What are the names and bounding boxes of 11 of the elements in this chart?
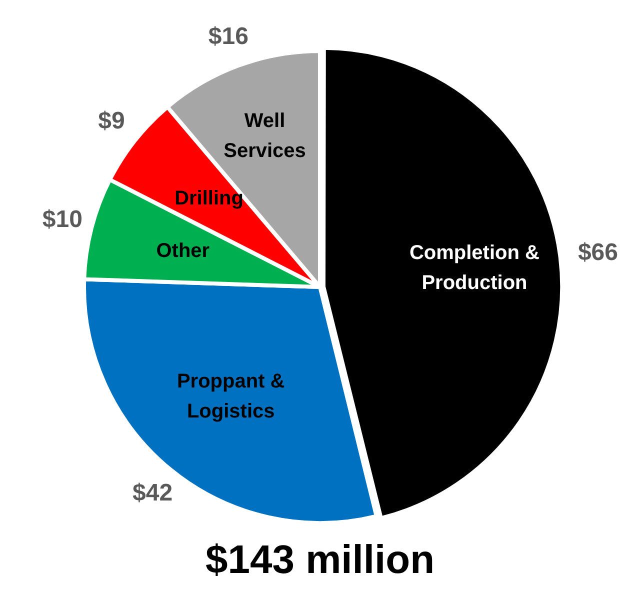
data-label: $16 [208, 22, 248, 50]
data-label: $66 [578, 238, 618, 266]
slice-label: Proppant & Logistics [176, 370, 285, 423]
slice-label: Well Services [224, 110, 306, 162]
data-label: $42 [132, 479, 173, 506]
data-label: $9 [98, 107, 125, 134]
slice-label: Drilling [174, 188, 244, 210]
slice-label: Other [156, 240, 210, 262]
data-label: $10 [42, 206, 82, 234]
text: $143 million [206, 538, 434, 582]
slice-label: Completion & Production [409, 242, 540, 294]
